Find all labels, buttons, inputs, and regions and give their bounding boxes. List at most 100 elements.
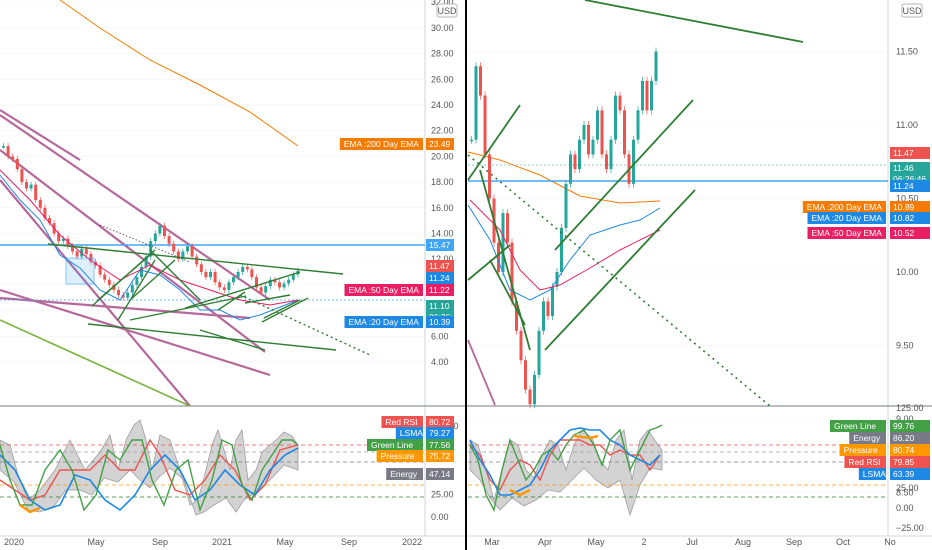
right-y-tick-label: 10.50 xyxy=(896,194,919,204)
right-trendline xyxy=(489,259,526,326)
left-candle-body xyxy=(218,282,222,288)
left-candle-body xyxy=(190,246,194,257)
left-x-tick-label: Sep xyxy=(152,537,168,547)
left-osc-label: Green Line 77.56 xyxy=(367,439,454,451)
right-x-tick-label: Mar xyxy=(484,537,500,547)
left-trendline xyxy=(129,295,247,321)
left-x-tick-label: 2021 xyxy=(212,537,232,547)
left-candle-body xyxy=(153,233,157,242)
left-y-tick-label: 12.00 xyxy=(431,254,454,264)
left-candle-body xyxy=(71,246,74,252)
right-y-tick-label: 11.50 xyxy=(896,47,918,57)
left-osc-tick-label: 0.00 xyxy=(431,512,449,522)
right-label-name-bg xyxy=(807,227,886,239)
left-osc-value-bg xyxy=(426,450,454,462)
left-candle-body xyxy=(172,243,176,252)
right-candle-body xyxy=(569,154,572,184)
right-candle-body xyxy=(582,125,586,140)
left-x-tick-label: May xyxy=(87,537,105,547)
left-candle-body xyxy=(34,184,38,201)
right-osc-value-bg xyxy=(890,456,930,468)
right-candle-body xyxy=(573,154,577,170)
left-label-value-bg xyxy=(426,272,454,284)
right-osc-value-bg xyxy=(890,468,930,480)
right-osc-value: 63.39 xyxy=(893,469,915,479)
right-candle-body xyxy=(650,80,653,111)
right-currency-label: USD xyxy=(902,6,922,16)
left-candle-body xyxy=(213,272,217,283)
right-osc-label: Green Line 99.76 xyxy=(830,420,930,432)
right-osc-name-bg xyxy=(830,420,886,432)
left-candle-body xyxy=(57,233,61,242)
left-candle-body xyxy=(61,238,65,242)
left-candle-body xyxy=(163,225,166,237)
right-candle-body xyxy=(474,66,478,140)
left-candle-body xyxy=(291,274,295,280)
right-x-tick-label: Jul xyxy=(686,537,698,547)
left-price-label: EMA :50 Day EMA 11.22 xyxy=(344,284,454,296)
left-candle-body xyxy=(209,272,212,278)
left-candle-body xyxy=(107,279,111,285)
left-price-label: EMA :200 Day EMA 23.49 xyxy=(339,138,454,150)
left-trendline xyxy=(117,259,156,321)
left-osc-label: Energy 47.14 xyxy=(386,468,454,480)
right-candle-body xyxy=(542,301,545,331)
right-label-value: 11.46 xyxy=(893,163,914,173)
right-candle-body xyxy=(605,154,608,170)
right-currency-badge[interactable]: USD xyxy=(901,3,923,18)
left-label-value-bg xyxy=(426,239,454,251)
left-candle-body xyxy=(66,238,70,247)
right-price-label: 11.47 xyxy=(890,147,930,159)
right-ema200-line xyxy=(467,151,661,204)
right-candle-body xyxy=(488,154,491,199)
right-pressure-line-2 xyxy=(573,434,599,440)
right-candle-body xyxy=(524,360,527,390)
left-label-value: 15.47 xyxy=(429,240,451,250)
right-candle-body xyxy=(470,139,473,142)
left-candle-body xyxy=(245,266,249,270)
right-y-tick-label: 9.00 xyxy=(896,414,914,424)
right-osc-value: 79.85 xyxy=(893,457,915,467)
left-currency-badge[interactable]: USD xyxy=(436,3,458,18)
left-osc-name: Energy xyxy=(390,469,418,479)
right-price-label: 11.24 xyxy=(890,180,930,192)
right-lsma-line xyxy=(469,427,661,496)
right-label-name: EMA :200 Day EMA xyxy=(807,202,882,212)
left-highlight-box xyxy=(65,257,95,285)
right-price-label: EMA :50 Day EMA 10.52 xyxy=(807,227,930,239)
left-osc-value: 79.27 xyxy=(429,428,451,438)
left-osc-name-bg xyxy=(395,427,423,439)
right-label-value: 11.47 xyxy=(893,148,914,158)
right-y-tick-label: 11.00 xyxy=(896,120,918,130)
left-osc-label: Pressure 75.72 xyxy=(376,450,454,462)
left-candle-body xyxy=(287,279,291,284)
right-trendline xyxy=(467,339,496,406)
left-osc-value: 77.56 xyxy=(429,440,451,450)
left-label-value: 11.10 xyxy=(429,301,450,311)
left-candle-body xyxy=(273,279,277,283)
right-label-value: 10.89 xyxy=(893,202,915,212)
left-price-label: 11.24 xyxy=(426,272,454,284)
right-x-tick-label: Aug xyxy=(735,537,751,547)
right-candle-body xyxy=(645,80,649,111)
left-mauve-trendline xyxy=(0,179,191,407)
left-label-value: 11.22 xyxy=(429,285,450,295)
left-candle-body xyxy=(6,146,10,157)
left-candle-body xyxy=(117,289,120,296)
left-candle-body xyxy=(2,146,5,148)
left-osc-value-bg xyxy=(426,468,454,480)
right-candle-body xyxy=(546,301,550,317)
right-ema50-line xyxy=(469,199,661,291)
right-label-value-bg xyxy=(890,201,930,213)
left-green-line xyxy=(0,438,299,513)
left-candle-body xyxy=(130,284,134,293)
right-candle-body xyxy=(587,125,590,155)
left-trendline xyxy=(149,249,201,301)
right-label-value-bg xyxy=(890,180,930,192)
right-x-tick-label: Sep xyxy=(786,537,802,547)
right-candle-body xyxy=(609,139,613,170)
left-mauve-trendline xyxy=(0,288,271,377)
right-label-value: 10.82 xyxy=(893,213,915,223)
right-candle-body xyxy=(483,95,487,155)
